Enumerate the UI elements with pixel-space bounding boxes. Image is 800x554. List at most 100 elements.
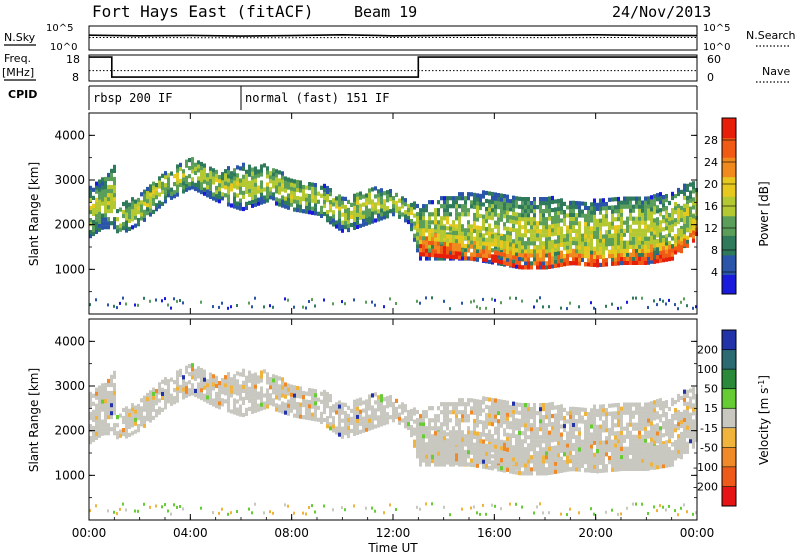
velocity-cell — [449, 460, 452, 465]
velocity-cell — [200, 392, 203, 397]
power-cell — [518, 220, 521, 225]
power-cell — [440, 256, 443, 261]
power-cell — [149, 188, 152, 193]
power-cell — [368, 212, 371, 217]
velocity-cell — [230, 377, 233, 382]
velocity-cell — [416, 418, 419, 423]
power-cell — [566, 233, 569, 238]
power-cell — [674, 303, 676, 307]
velocity-cell — [572, 463, 575, 468]
power-cell — [113, 193, 116, 198]
power-cell — [254, 194, 257, 199]
velocity-cell — [368, 394, 371, 399]
velocity-cell — [638, 414, 641, 419]
velocity-cell — [158, 406, 161, 411]
power-cell — [332, 198, 335, 203]
velocity-cell — [491, 410, 494, 415]
power-cell — [278, 182, 281, 187]
velocity-cell — [431, 455, 434, 460]
velocity-cell — [233, 398, 236, 403]
power-cell — [623, 252, 626, 257]
power-cell — [89, 197, 92, 203]
power-cell — [557, 239, 560, 244]
power-cell — [473, 248, 476, 253]
power-cell — [236, 185, 239, 190]
power-cell — [572, 236, 575, 242]
velocity-cell — [635, 438, 638, 443]
power-cell — [428, 220, 431, 225]
velocity-cell — [485, 447, 488, 452]
velocity-cell — [554, 457, 557, 462]
power-cell — [641, 260, 644, 265]
power-cell — [650, 235, 653, 240]
velocity-cell — [251, 409, 254, 414]
power-cell — [653, 234, 656, 239]
velocity-cell — [323, 409, 326, 415]
power-cell — [683, 187, 686, 192]
velocity-cell — [563, 444, 566, 449]
power-cell — [119, 207, 122, 212]
velocity-cell — [113, 390, 116, 396]
velocity-cell — [410, 408, 413, 414]
velocity-cell — [368, 422, 371, 427]
power-cell — [407, 211, 410, 217]
velocity-cell — [257, 379, 260, 384]
power-cell — [416, 299, 418, 303]
power-cell — [428, 200, 431, 205]
power-cell — [629, 256, 632, 261]
velocity-cell — [602, 428, 605, 433]
power-cell — [101, 201, 104, 206]
power-cell — [563, 262, 566, 267]
velocity-cell — [461, 462, 464, 467]
power-cell — [428, 212, 431, 217]
power-cell — [560, 258, 563, 263]
velocity-cell — [437, 414, 440, 419]
velocity-cell — [143, 403, 146, 408]
velocity-cell — [554, 429, 557, 434]
power-cell — [476, 205, 479, 210]
power-cell — [557, 210, 560, 216]
power-cell — [632, 228, 635, 233]
power-cell — [668, 240, 671, 246]
velocity-cell — [341, 402, 344, 407]
velocity-cell — [557, 469, 560, 474]
power-cell — [458, 247, 461, 252]
velocity-cell — [473, 422, 476, 428]
velocity-cell — [545, 411, 548, 416]
power-cell — [542, 213, 545, 218]
power-cell — [449, 212, 452, 217]
power-cell — [137, 210, 140, 215]
power-cell — [290, 178, 293, 183]
velocity-cell — [488, 465, 491, 470]
velocity-cell — [497, 431, 500, 436]
velocity-cell — [215, 379, 218, 384]
velocity-cell — [146, 396, 149, 402]
power-cell — [221, 176, 224, 181]
velocity-cell — [242, 368, 245, 373]
power-cell — [638, 212, 641, 217]
power-cell — [251, 171, 254, 176]
velocity-cell — [644, 442, 647, 447]
power-cell — [434, 245, 437, 250]
power-cell — [461, 239, 464, 244]
velocity-cell — [413, 411, 416, 416]
power-cell — [497, 229, 500, 234]
power-cell — [596, 255, 599, 260]
velocity-cell — [143, 407, 146, 412]
velocity-cell — [308, 388, 311, 393]
power-cell — [509, 262, 512, 267]
velocity-cell — [467, 462, 470, 467]
power-cell — [566, 307, 568, 311]
velocity-cell — [542, 419, 545, 424]
power-cell — [296, 200, 299, 205]
velocity-cell — [530, 439, 533, 444]
velocity-cell — [452, 426, 455, 431]
power-cell — [272, 305, 274, 309]
velocity-cell — [401, 406, 404, 411]
power-cell — [551, 220, 554, 225]
velocity-cell — [548, 422, 551, 427]
power-cell — [302, 193, 305, 198]
velocity-cell — [215, 404, 218, 409]
power-cell — [395, 192, 398, 197]
power-cell — [332, 222, 335, 227]
